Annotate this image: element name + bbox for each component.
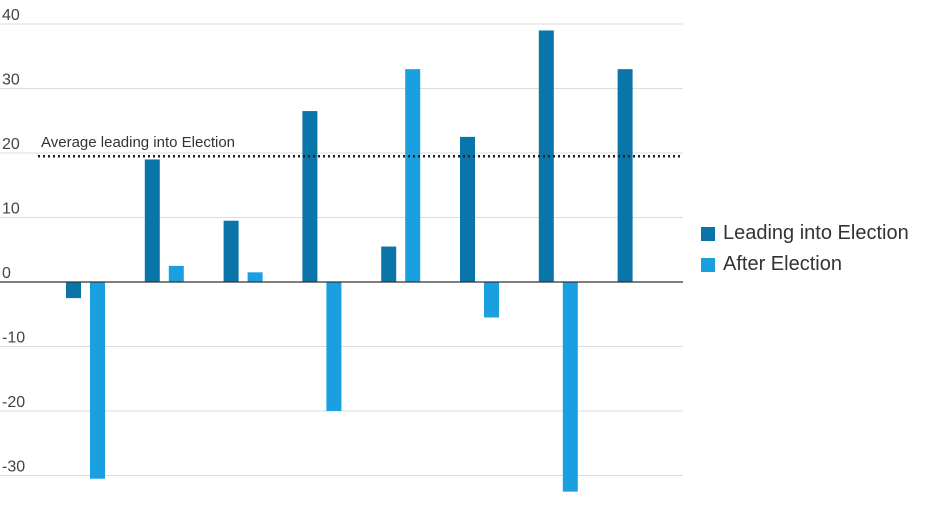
legend-item-after: After Election bbox=[701, 249, 909, 280]
average-reference-label: Average leading into Election bbox=[41, 134, 235, 151]
bar-leading-1 bbox=[66, 282, 81, 299]
bar-after-7 bbox=[562, 282, 578, 492]
y-tick-label: 30 bbox=[2, 72, 20, 89]
y-tick-label: 10 bbox=[2, 201, 20, 218]
bars bbox=[66, 30, 633, 492]
legend-label-after: After Election bbox=[723, 253, 842, 275]
legend: Leading into Election After Election bbox=[701, 218, 909, 280]
y-tick-label: 40 bbox=[2, 7, 20, 24]
grid-lines bbox=[0, 23, 683, 476]
bar-after-4 bbox=[326, 282, 342, 411]
y-tick-label: 20 bbox=[2, 136, 20, 153]
y-tick-label: -20 bbox=[2, 394, 25, 411]
legend-swatch-after bbox=[701, 257, 715, 272]
bar-leading-8 bbox=[617, 69, 633, 283]
bar-leading-3 bbox=[223, 220, 239, 282]
legend-label-leading: Leading into Election bbox=[723, 222, 909, 244]
bar-after-5 bbox=[405, 69, 421, 283]
y-tick-label: 0 bbox=[2, 265, 11, 282]
bar-leading-6 bbox=[460, 136, 475, 282]
y-tick-label: -30 bbox=[2, 459, 25, 476]
bar-after-6 bbox=[484, 282, 499, 318]
bar-leading-7 bbox=[538, 30, 554, 283]
bar-leading-5 bbox=[381, 246, 397, 282]
bar-after-3 bbox=[247, 272, 263, 282]
legend-swatch-leading bbox=[701, 226, 715, 241]
bar-after-2 bbox=[168, 265, 184, 282]
bar-after-1 bbox=[90, 282, 105, 479]
bar-leading-2 bbox=[144, 159, 160, 282]
bar-leading-4 bbox=[302, 111, 318, 282]
y-tick-label: -10 bbox=[2, 330, 25, 347]
legend-item-leading: Leading into Election bbox=[701, 218, 909, 249]
